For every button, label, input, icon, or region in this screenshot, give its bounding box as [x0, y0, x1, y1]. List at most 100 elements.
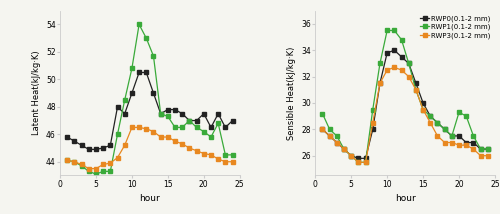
- RWP3(0.1-2 mm): [485, 155, 491, 157]
- Line: RWP0(0.1-2 mm): RWP0(0.1-2 mm): [320, 49, 490, 160]
- X-axis label: hour: hour: [140, 194, 160, 203]
- RWP1(0.1-2 mm): [449, 135, 455, 137]
- RWP1(0.1-2 mm): [64, 159, 70, 162]
- RWP3(0.1-2 mm): [215, 158, 221, 160]
- Line: RWP3(0.1-2 mm): RWP3(0.1-2 mm): [320, 66, 490, 164]
- RWP1(0.1-2 mm): [129, 67, 135, 70]
- RWP0(0.1-2 mm): [150, 92, 156, 94]
- RWP1(0.1-2 mm): [434, 122, 440, 124]
- RWP1(0.1-2 mm): [72, 160, 78, 163]
- RWP3(0.1-2 mm): [179, 143, 185, 145]
- Y-axis label: Sensible Heat(kJ/kg·K): Sensible Heat(kJ/kg·K): [287, 46, 296, 140]
- RWP3(0.1-2 mm): [463, 144, 469, 146]
- RWP0(0.1-2 mm): [201, 112, 207, 115]
- RWP1(0.1-2 mm): [215, 122, 221, 125]
- X-axis label: hour: hour: [394, 194, 415, 203]
- RWP3(0.1-2 mm): [456, 144, 462, 146]
- RWP1(0.1-2 mm): [230, 154, 235, 156]
- RWP1(0.1-2 mm): [341, 148, 347, 150]
- RWP1(0.1-2 mm): [348, 155, 354, 157]
- RWP0(0.1-2 mm): [398, 56, 404, 58]
- RWP1(0.1-2 mm): [406, 62, 411, 65]
- RWP0(0.1-2 mm): [348, 155, 354, 157]
- RWP1(0.1-2 mm): [320, 112, 326, 115]
- RWP0(0.1-2 mm): [72, 140, 78, 143]
- RWP0(0.1-2 mm): [222, 126, 228, 129]
- RWP0(0.1-2 mm): [456, 135, 462, 137]
- RWP0(0.1-2 mm): [100, 147, 106, 149]
- RWP1(0.1-2 mm): [179, 126, 185, 129]
- RWP3(0.1-2 mm): [341, 148, 347, 150]
- RWP3(0.1-2 mm): [93, 167, 99, 170]
- RWP1(0.1-2 mm): [398, 39, 404, 41]
- RWP3(0.1-2 mm): [72, 160, 78, 163]
- RWP1(0.1-2 mm): [456, 111, 462, 113]
- RWP0(0.1-2 mm): [144, 71, 150, 74]
- RWP1(0.1-2 mm): [428, 115, 434, 117]
- Line: RWP1(0.1-2 mm): RWP1(0.1-2 mm): [66, 23, 234, 176]
- RWP1(0.1-2 mm): [208, 136, 214, 138]
- RWP3(0.1-2 mm): [165, 136, 171, 138]
- RWP1(0.1-2 mm): [201, 130, 207, 133]
- RWP1(0.1-2 mm): [326, 128, 332, 131]
- RWP0(0.1-2 mm): [208, 126, 214, 129]
- RWP3(0.1-2 mm): [406, 75, 411, 78]
- RWP0(0.1-2 mm): [186, 119, 192, 122]
- RWP0(0.1-2 mm): [114, 106, 120, 108]
- RWP0(0.1-2 mm): [179, 112, 185, 115]
- RWP3(0.1-2 mm): [356, 161, 362, 163]
- Line: RWP1(0.1-2 mm): RWP1(0.1-2 mm): [320, 29, 490, 164]
- RWP1(0.1-2 mm): [356, 161, 362, 163]
- RWP3(0.1-2 mm): [136, 126, 142, 129]
- RWP1(0.1-2 mm): [420, 108, 426, 111]
- RWP0(0.1-2 mm): [172, 108, 178, 111]
- RWP1(0.1-2 mm): [392, 29, 398, 32]
- RWP1(0.1-2 mm): [222, 154, 228, 156]
- RWP3(0.1-2 mm): [230, 160, 235, 163]
- RWP0(0.1-2 mm): [165, 108, 171, 111]
- RWP0(0.1-2 mm): [334, 141, 340, 144]
- RWP3(0.1-2 mm): [129, 126, 135, 129]
- RWP1(0.1-2 mm): [478, 148, 484, 150]
- RWP3(0.1-2 mm): [172, 140, 178, 143]
- RWP0(0.1-2 mm): [413, 82, 419, 85]
- RWP3(0.1-2 mm): [114, 156, 120, 159]
- RWP0(0.1-2 mm): [136, 71, 142, 74]
- RWP0(0.1-2 mm): [392, 49, 398, 52]
- RWP0(0.1-2 mm): [370, 128, 376, 131]
- RWP0(0.1-2 mm): [158, 112, 164, 115]
- RWP3(0.1-2 mm): [326, 135, 332, 137]
- RWP1(0.1-2 mm): [377, 62, 383, 65]
- RWP3(0.1-2 mm): [78, 163, 84, 166]
- RWP3(0.1-2 mm): [348, 155, 354, 157]
- RWP0(0.1-2 mm): [356, 157, 362, 160]
- RWP3(0.1-2 mm): [398, 69, 404, 71]
- RWP3(0.1-2 mm): [86, 167, 92, 170]
- RWP0(0.1-2 mm): [93, 148, 99, 151]
- RWP1(0.1-2 mm): [86, 170, 92, 173]
- RWP1(0.1-2 mm): [144, 37, 150, 39]
- RWP0(0.1-2 mm): [384, 52, 390, 54]
- RWP3(0.1-2 mm): [370, 122, 376, 124]
- RWP0(0.1-2 mm): [478, 148, 484, 150]
- RWP0(0.1-2 mm): [320, 128, 326, 131]
- RWP3(0.1-2 mm): [201, 152, 207, 155]
- RWP0(0.1-2 mm): [470, 141, 476, 144]
- RWP3(0.1-2 mm): [222, 160, 228, 163]
- RWP3(0.1-2 mm): [449, 141, 455, 144]
- RWP0(0.1-2 mm): [442, 128, 448, 131]
- RWP3(0.1-2 mm): [64, 159, 70, 162]
- RWP1(0.1-2 mm): [114, 133, 120, 136]
- RWP0(0.1-2 mm): [434, 122, 440, 124]
- RWP3(0.1-2 mm): [334, 141, 340, 144]
- RWP1(0.1-2 mm): [194, 126, 200, 129]
- RWP0(0.1-2 mm): [64, 136, 70, 138]
- RWP3(0.1-2 mm): [478, 155, 484, 157]
- RWP1(0.1-2 mm): [370, 108, 376, 111]
- Line: RWP0(0.1-2 mm): RWP0(0.1-2 mm): [66, 71, 234, 151]
- RWP3(0.1-2 mm): [122, 144, 128, 147]
- RWP0(0.1-2 mm): [86, 148, 92, 151]
- RWP0(0.1-2 mm): [108, 144, 114, 147]
- RWP1(0.1-2 mm): [165, 115, 171, 118]
- RWP3(0.1-2 mm): [434, 135, 440, 137]
